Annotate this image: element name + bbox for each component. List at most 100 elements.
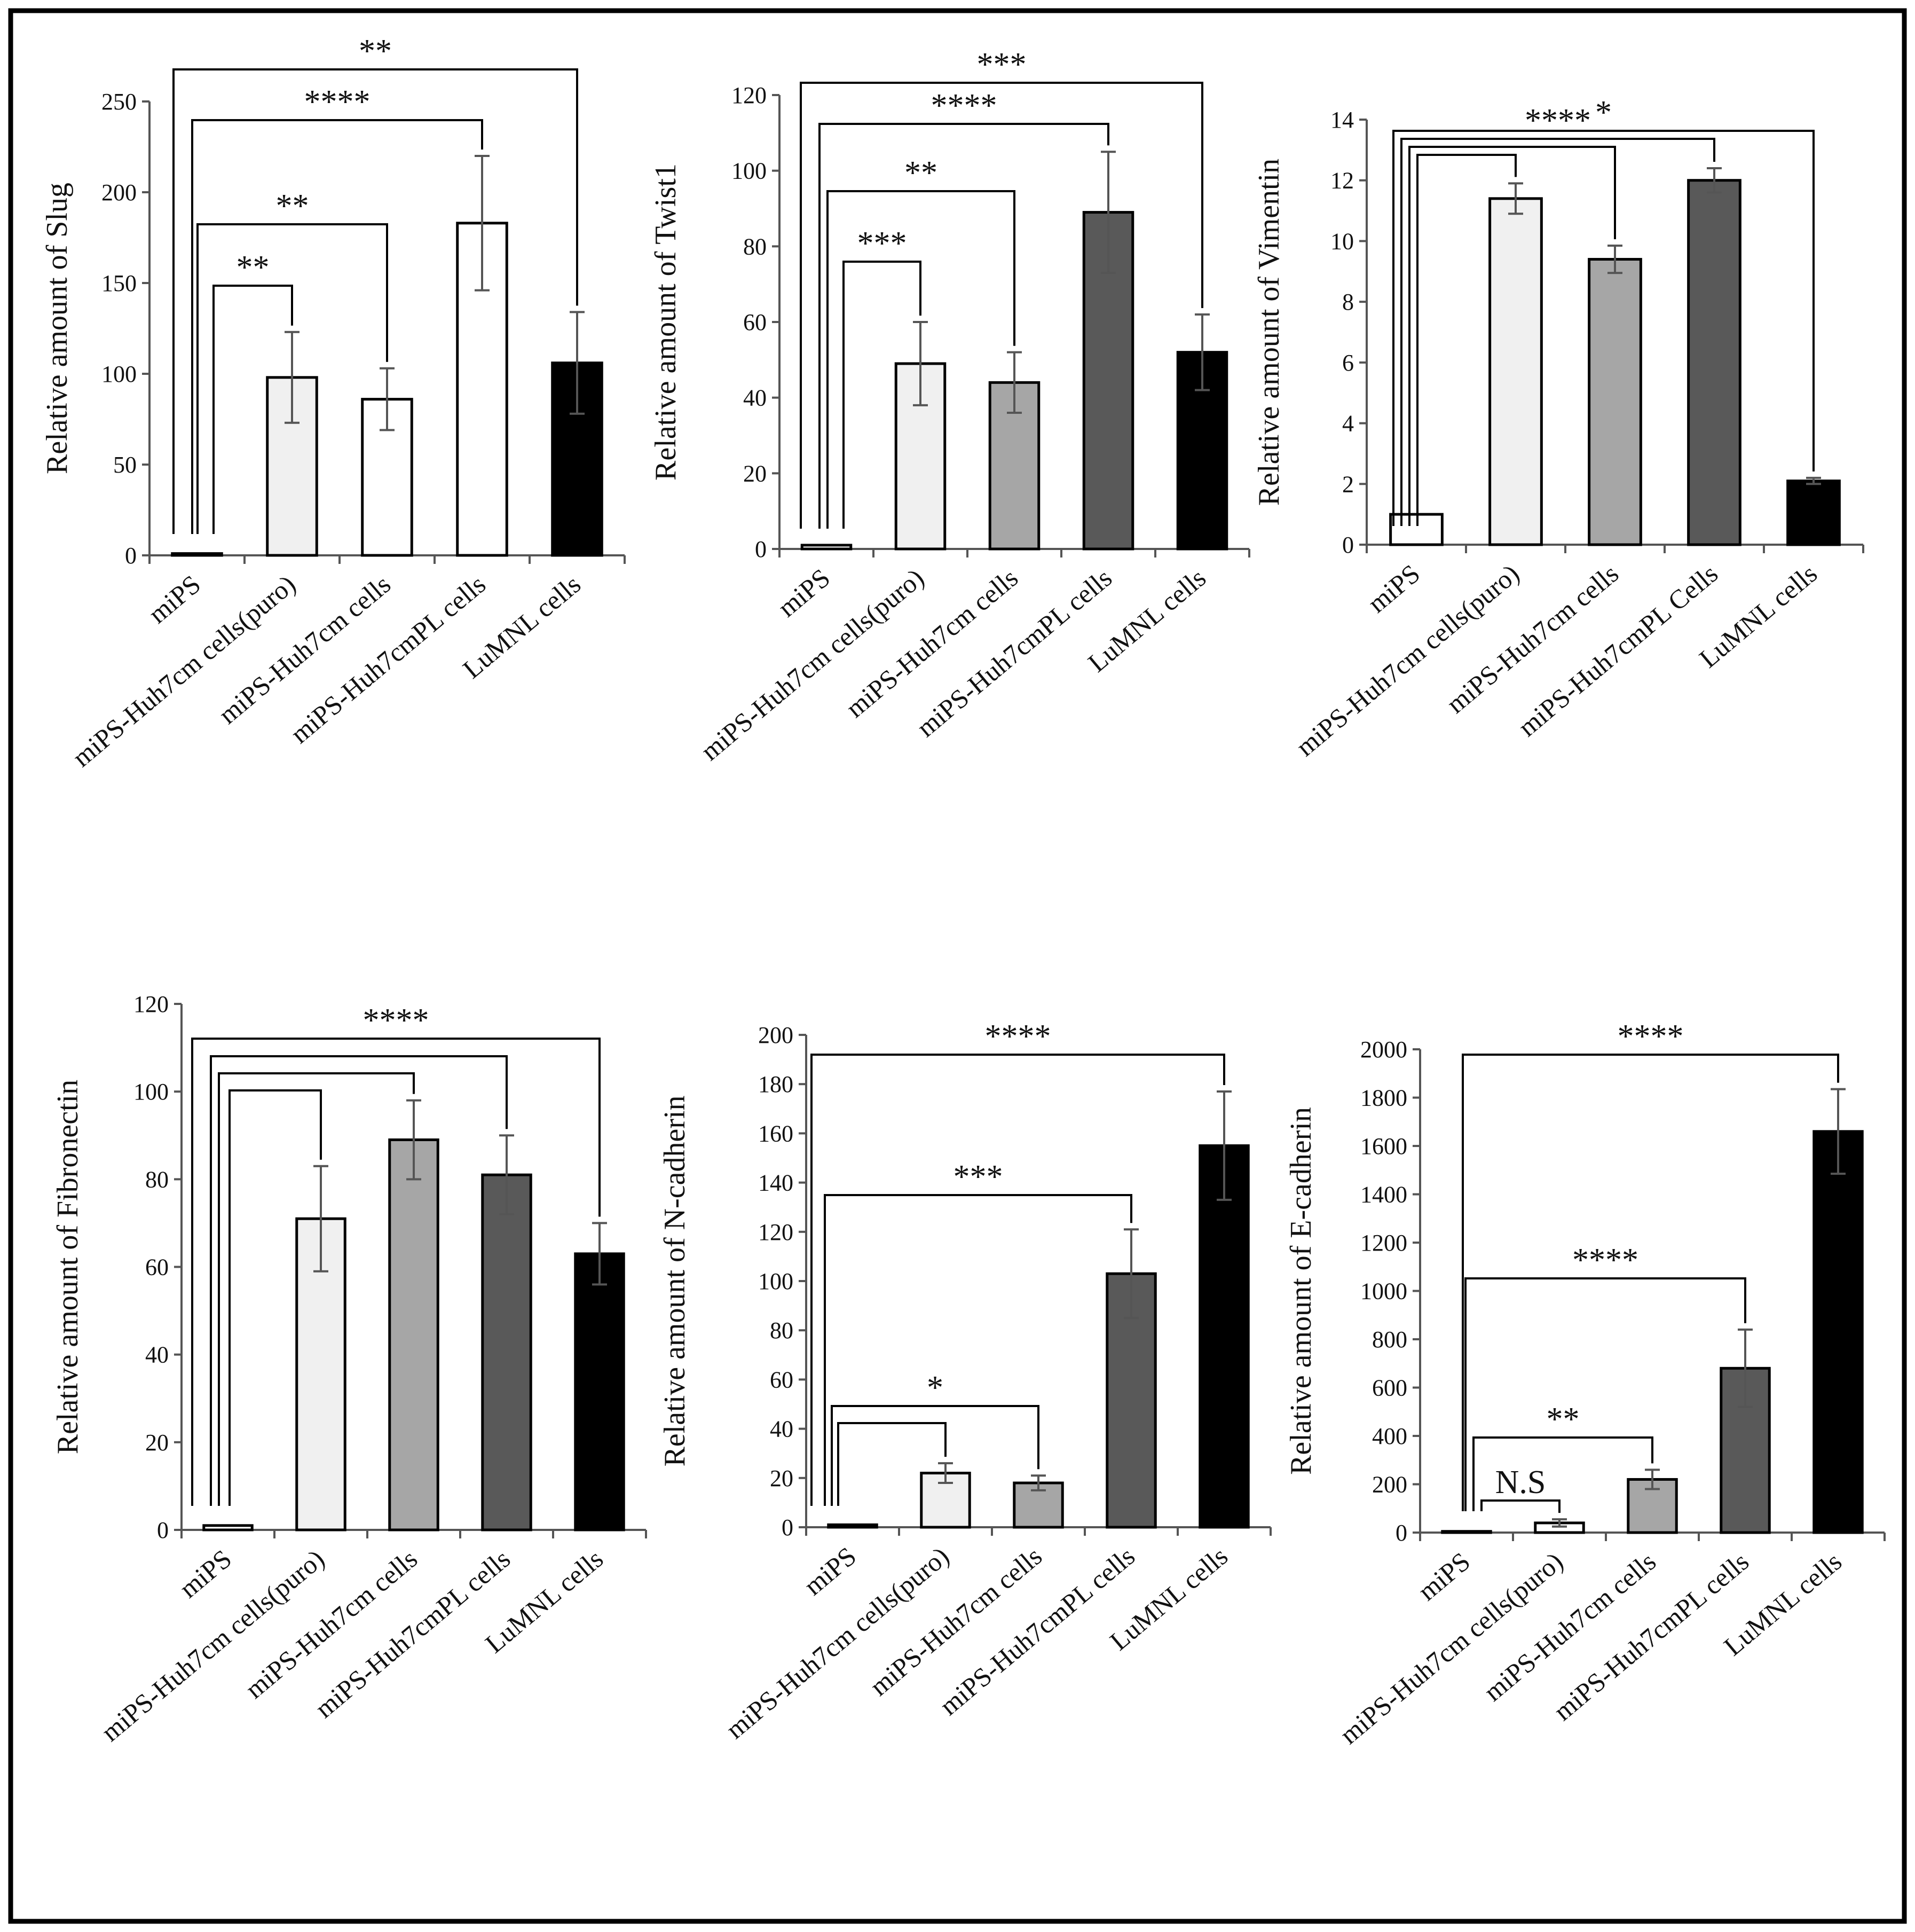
y-tick-label: 0 xyxy=(157,1517,169,1543)
y-tick-label: 100 xyxy=(101,361,137,387)
y-tick-label: 60 xyxy=(145,1254,169,1281)
y-tick-label: 0 xyxy=(782,1514,793,1541)
significance-label: * xyxy=(927,1370,943,1406)
y-tick-label: 40 xyxy=(743,385,767,411)
y-tick-label: 120 xyxy=(731,82,767,108)
bar xyxy=(481,1173,532,1532)
y-axis-title: Relative amount of N-cadherin xyxy=(658,1095,691,1466)
significance-bracket xyxy=(191,119,483,534)
significance-label: **** xyxy=(363,1002,429,1039)
significance-bracket xyxy=(212,285,293,534)
significance-bracket xyxy=(837,1422,947,1506)
significance-bracket xyxy=(810,1054,1225,1506)
y-tick-label: 120 xyxy=(133,991,169,1017)
y-tick-label: 12 xyxy=(1330,168,1354,194)
significance-label: *** xyxy=(977,46,1027,83)
significance-bracket xyxy=(1472,1436,1653,1511)
y-tick-label: 800 xyxy=(1372,1326,1407,1353)
significance-bracket xyxy=(824,1194,1132,1506)
y-tick-label: 250 xyxy=(101,89,137,115)
significance-label: ** xyxy=(359,33,392,69)
y-tick-label: 100 xyxy=(731,158,767,184)
bar xyxy=(388,1138,439,1532)
y-tick-label: 100 xyxy=(758,1268,793,1294)
y-tick-label: 8 xyxy=(1342,289,1354,315)
bar xyxy=(171,552,223,557)
y-tick-label: 2000 xyxy=(1360,1036,1407,1063)
y-tick-label: 1800 xyxy=(1360,1085,1407,1111)
significance-label: ** xyxy=(1547,1401,1580,1438)
bar xyxy=(800,544,853,551)
y-tick-label: 1600 xyxy=(1360,1133,1407,1159)
significance-bracket xyxy=(172,68,578,534)
bar xyxy=(1812,1130,1864,1534)
significance-label: ** xyxy=(276,188,309,224)
y-axis-title: Relative amount of Fibronectin xyxy=(51,1080,84,1454)
y-tick-label: 200 xyxy=(758,1022,793,1048)
significance-bracket xyxy=(191,1038,601,1506)
significance-label: **** xyxy=(1618,1018,1684,1055)
bar xyxy=(1786,480,1841,546)
y-tick-label: 1400 xyxy=(1360,1182,1407,1208)
significance-bracket xyxy=(196,223,388,534)
significance-label: *** xyxy=(953,1159,1003,1195)
y-tick-label: 0 xyxy=(1396,1520,1407,1546)
bar xyxy=(1199,1144,1250,1529)
bar xyxy=(1488,197,1543,546)
y-tick-label: 14 xyxy=(1330,107,1354,133)
y-tick-label: 50 xyxy=(113,452,137,478)
y-tick-label: 4 xyxy=(1342,411,1354,437)
bar xyxy=(202,1524,254,1532)
y-tick-label: 200 xyxy=(1372,1472,1407,1498)
y-tick-label: 10 xyxy=(1330,228,1354,254)
y-tick-label: 150 xyxy=(101,270,137,296)
y-tick-label: 600 xyxy=(1372,1375,1407,1401)
y-tick-label: 80 xyxy=(743,233,767,260)
significance-bracket xyxy=(228,1089,322,1506)
y-tick-label: 60 xyxy=(770,1366,793,1393)
significance-label: **** xyxy=(931,88,997,124)
y-axis-title: Relative amount of Slug xyxy=(41,183,74,474)
y-tick-label: 120 xyxy=(758,1219,793,1245)
bar xyxy=(1441,1530,1492,1534)
significance-bracket xyxy=(1408,146,1616,526)
significance-bracket xyxy=(1416,154,1517,526)
y-tick-label: 80 xyxy=(145,1166,169,1192)
significance-bracket xyxy=(1462,1054,1839,1511)
significance-bracket xyxy=(1392,130,1815,526)
significance-bracket xyxy=(831,1405,1039,1506)
y-tick-label: 1000 xyxy=(1360,1278,1407,1305)
y-tick-label: 200 xyxy=(101,179,137,206)
y-tick-label: 160 xyxy=(758,1120,793,1146)
y-tick-label: 400 xyxy=(1372,1423,1407,1449)
significance-bracket xyxy=(218,1072,415,1506)
significance-bracket xyxy=(842,261,921,529)
y-tick-label: 0 xyxy=(125,543,137,569)
y-tick-label: 20 xyxy=(770,1465,793,1491)
significance-label: ** xyxy=(237,249,270,286)
significance-bracket xyxy=(1400,138,1715,526)
significance-bracket xyxy=(1480,1499,1561,1513)
bar xyxy=(574,1252,625,1532)
y-axis-title: Relative amount of E-cadherin xyxy=(1284,1107,1318,1475)
y-tick-label: 40 xyxy=(770,1416,793,1442)
y-tick-label: 0 xyxy=(1342,532,1354,558)
y-tick-label: 2 xyxy=(1342,471,1354,497)
y-tick-label: 6 xyxy=(1342,350,1354,376)
bar xyxy=(1588,258,1642,546)
y-tick-label: 100 xyxy=(133,1079,169,1105)
y-axis-title: Relative amount of Twist1 xyxy=(649,163,682,481)
significance-label: * xyxy=(1595,95,1612,131)
significance-bracket xyxy=(826,190,1015,529)
y-tick-label: 0 xyxy=(755,536,767,562)
significance-bracket xyxy=(800,82,1203,529)
bar xyxy=(827,1523,878,1529)
y-tick-label: 180 xyxy=(758,1071,793,1097)
y-tick-label: 40 xyxy=(145,1342,169,1368)
significance-label: **** xyxy=(1572,1242,1638,1278)
significance-label: *** xyxy=(857,225,907,262)
significance-label: **** xyxy=(304,84,371,120)
y-tick-label: 20 xyxy=(743,460,767,486)
significance-bracket xyxy=(1464,1277,1746,1511)
